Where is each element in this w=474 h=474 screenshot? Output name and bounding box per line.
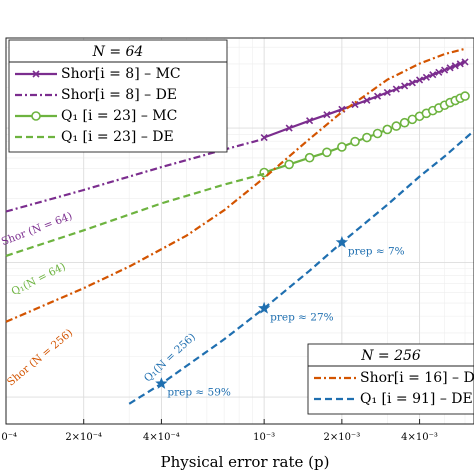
series-marker-shor64_mc: [392, 85, 400, 93]
series-marker-shor64_mc: [456, 60, 464, 68]
series-layer: [5, 47, 474, 405]
series-marker-shor64_mc: [363, 96, 371, 104]
prep-star: [258, 301, 271, 314]
x-axis-title: Physical error rate (p): [161, 453, 330, 471]
series-marker-q1_64_mc: [399, 117, 410, 128]
series-marker-shor64_mc: [383, 88, 391, 97]
prep-label: prep ≈ 59%: [167, 387, 231, 399]
prep-star: [335, 235, 348, 248]
x-tick-label: 2×10⁻³: [323, 432, 360, 443]
legend-title: N = 256: [360, 348, 421, 364]
series-marker-shor64_mc: [306, 117, 314, 125]
x-axis: 10⁻⁴ 2×10⁻⁴ 4×10⁻⁴ 10⁻³ 2×10⁻³ 4×10⁻³: [0, 419, 438, 443]
series-marker-shor64_mc: [408, 79, 416, 87]
prep-star: [155, 377, 168, 389]
series-marker-shor64_mc: [441, 66, 449, 74]
x-tick-label: 10⁻⁴: [0, 432, 17, 443]
legend-entry: Shor[i = 16] – DE: [360, 370, 474, 386]
series-marker-q1_64_mc: [322, 147, 332, 158]
legend-title: N = 64: [92, 44, 144, 60]
legend-entry: Q₁ [i = 91] – DE: [360, 391, 473, 407]
series-marker-q1_64_mc: [372, 128, 383, 139]
legend-n256: N = 256 Shor[i = 16] – DE Q₁ [i = 91] – DE: [307, 343, 474, 415]
series-marker-shor64_mc: [323, 111, 331, 119]
x-tick-label: 4×10⁻⁴: [143, 432, 180, 443]
series-marker-q1_64_mc: [337, 142, 347, 152]
series-marker-q1_64_mc: [382, 124, 393, 135]
legend-marker: [31, 111, 41, 121]
series-marker-shor64_mc: [401, 82, 409, 90]
legend-entry: Shor[i = 8] – MC: [61, 66, 181, 82]
prep-label: prep ≈ 27%: [270, 311, 334, 323]
legend-entry: Q₁ [i = 23] – MC: [61, 108, 177, 124]
series-marker-shor64_mc: [373, 92, 382, 100]
series-marker-shor64_mc: [429, 71, 437, 79]
prep-label: prep ≈ 7%: [348, 245, 405, 257]
series-marker-q1_64_mc: [284, 159, 294, 170]
series-marker-q1_64_mc: [304, 152, 315, 163]
series-marker-shor64_mc: [446, 64, 454, 72]
series-line-q1_64_de: [5, 172, 265, 257]
x-tick-label: 10⁻³: [253, 432, 275, 443]
series-line-shor64_de: [5, 137, 265, 213]
series-line-q1_256_de: [128, 129, 474, 405]
series-marker-shor64_mc: [451, 62, 459, 70]
series-marker-shor64_mc: [351, 101, 359, 109]
series-marker-q1_64_mc: [391, 121, 402, 131]
plot-frame: [5, 37, 474, 425]
series-marker-shor64_mc: [285, 124, 293, 132]
series-marker-q1_64_mc: [460, 91, 470, 101]
series-marker-q1_64_mc: [350, 136, 360, 147]
series-marker-shor64_mc: [416, 76, 424, 84]
x-tick-label: 4×10⁻³: [401, 432, 438, 443]
series-marker-q1_64_mc: [362, 132, 372, 143]
series-marker-shor64_mc: [435, 68, 443, 76]
series-line-shor256_de: [5, 47, 466, 323]
legend-n64: N = 64 Shor[i = 8] – MC Shor[i = 8] – DE Q₁…: [8, 39, 228, 153]
legend-marker: [32, 70, 40, 78]
x-tick-label: 2×10⁻⁴: [65, 432, 102, 443]
legend-entry: Shor[i = 8] – DE: [61, 87, 177, 103]
series-marker-shor64_mc: [422, 73, 430, 81]
series-marker-shor64_mc: [461, 58, 469, 66]
legend-entry: Q₁ [i = 23] – DE: [61, 129, 174, 145]
